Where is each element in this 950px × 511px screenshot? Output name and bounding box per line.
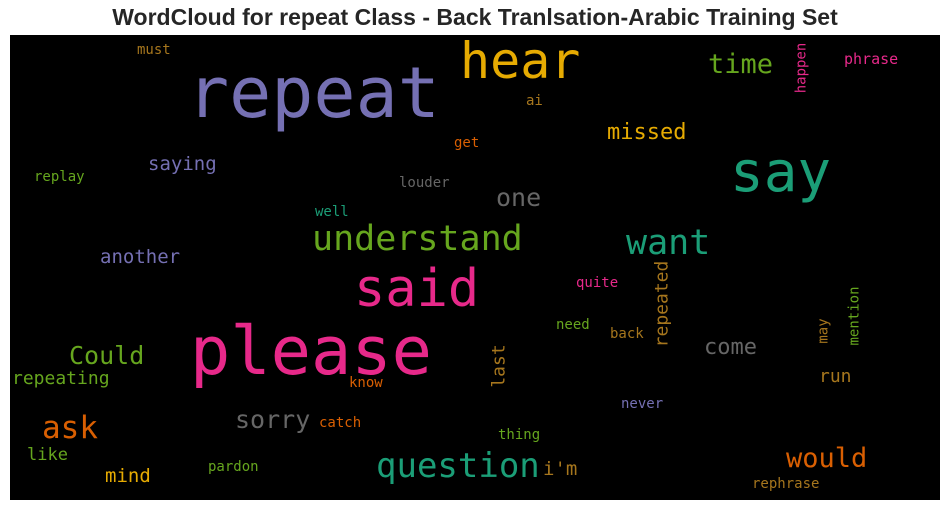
word-well: well bbox=[315, 204, 349, 220]
word-louder: louder bbox=[399, 175, 450, 191]
word-rephrase: rephrase bbox=[752, 476, 820, 492]
word-mind: mind bbox=[105, 465, 151, 487]
word-know: know bbox=[349, 375, 383, 391]
word-never: never bbox=[621, 396, 664, 412]
word-pardon: pardon bbox=[208, 459, 259, 475]
chart-title: WordCloud for repeat Class - Back Tranls… bbox=[112, 4, 838, 30]
word-repeat: repeat bbox=[187, 52, 440, 134]
word-must: must bbox=[137, 42, 171, 58]
word-would: would bbox=[786, 443, 868, 474]
word-mention: mention bbox=[846, 286, 863, 346]
word-like: like bbox=[27, 445, 68, 465]
word-cloud: repeat hear time happen phrase must ai m… bbox=[10, 35, 940, 500]
word-get: get bbox=[454, 135, 480, 151]
word-said: said bbox=[354, 259, 480, 319]
word-want: want bbox=[626, 223, 711, 263]
word-thing: thing bbox=[498, 427, 541, 443]
word-understand: understand bbox=[312, 219, 523, 259]
word-repeated: repeated bbox=[651, 260, 673, 348]
word-saying: saying bbox=[148, 153, 217, 175]
word-repeating: repeating bbox=[12, 368, 110, 389]
word-please: please bbox=[190, 312, 433, 390]
word-another: another bbox=[100, 246, 181, 268]
word-im: i'm bbox=[543, 458, 578, 480]
word-replay: replay bbox=[34, 169, 85, 185]
word-run: run bbox=[819, 366, 852, 387]
word-ask: ask bbox=[42, 410, 98, 446]
word-may: may bbox=[815, 318, 832, 344]
word-quite: quite bbox=[576, 275, 619, 291]
word-come: come bbox=[704, 335, 757, 360]
word-back: back bbox=[610, 326, 644, 342]
word-say: say bbox=[730, 140, 832, 205]
word-need: need bbox=[556, 317, 590, 333]
word-question: question bbox=[376, 446, 540, 486]
word-happen: happen bbox=[793, 42, 810, 94]
word-could: Could bbox=[69, 341, 145, 370]
word-one: one bbox=[496, 183, 542, 212]
word-ai: ai bbox=[526, 93, 543, 109]
word-last: last bbox=[488, 344, 510, 388]
word-hear: hear bbox=[460, 35, 581, 90]
word-catch: catch bbox=[319, 415, 362, 431]
word-phrase: phrase bbox=[844, 50, 899, 68]
word-sorry: sorry bbox=[235, 405, 311, 434]
word-missed: missed bbox=[607, 120, 687, 145]
word-time: time bbox=[708, 49, 774, 80]
